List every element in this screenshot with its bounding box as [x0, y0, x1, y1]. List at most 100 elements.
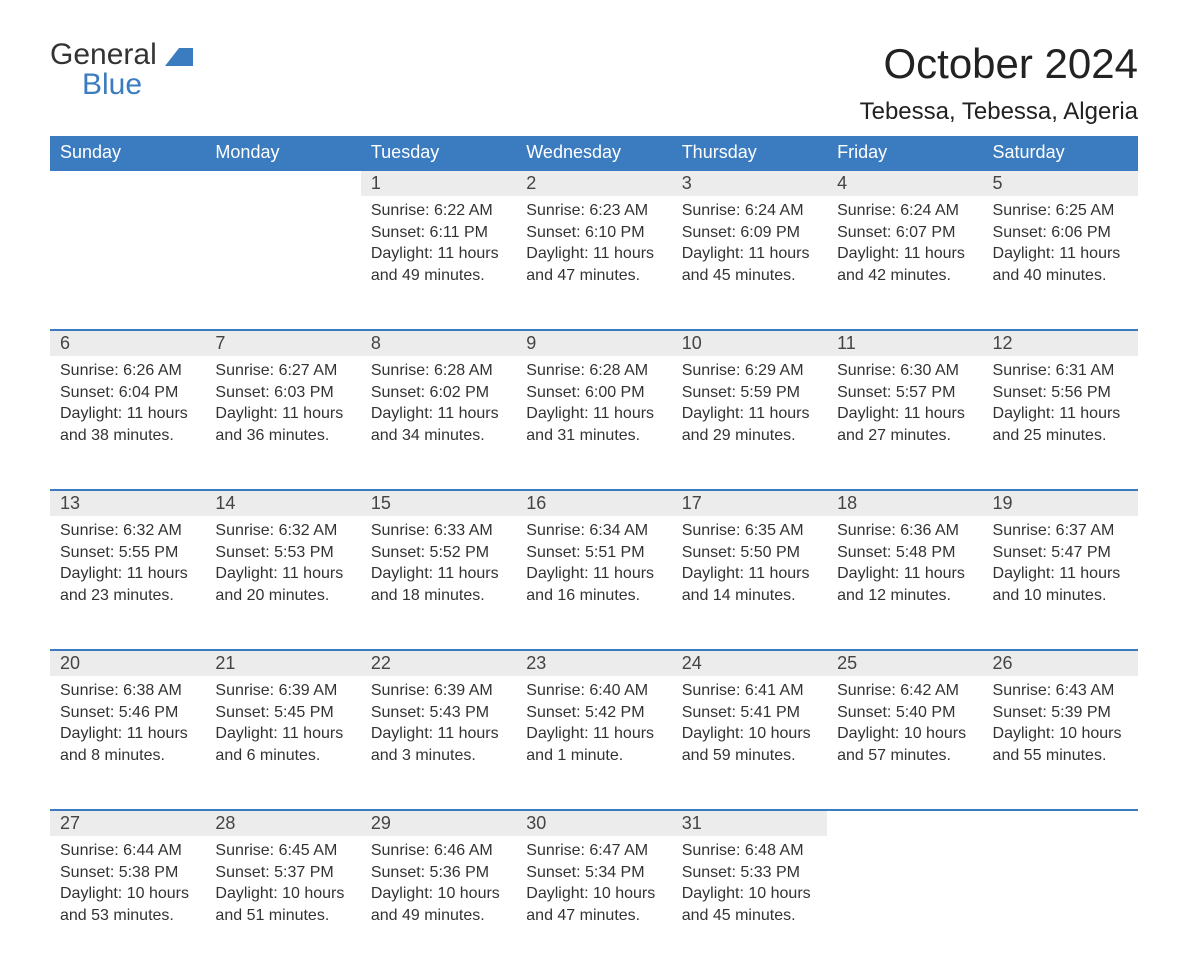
day-number-cell: 6: [50, 330, 205, 356]
sunset-line: Sunset: 5:33 PM: [682, 862, 817, 884]
day-header: Tuesday: [361, 136, 516, 170]
week-daynum-row: 12345: [50, 170, 1138, 196]
day-number-cell: 15: [361, 490, 516, 516]
day-number-cell: 31: [672, 810, 827, 836]
title-block: October 2024 Tebessa, Tebessa, Algeria: [860, 40, 1138, 126]
day-number-cell: 19: [983, 490, 1138, 516]
sunrise-line: Sunrise: 6:28 AM: [371, 360, 506, 382]
day-content-cell: Sunrise: 6:44 AMSunset: 5:38 PMDaylight:…: [50, 836, 205, 970]
day-content-cell: [827, 836, 982, 970]
sunrise-line: Sunrise: 6:32 AM: [215, 520, 350, 542]
day-number-cell: 7: [205, 330, 360, 356]
sunset-line: Sunset: 5:56 PM: [993, 382, 1128, 404]
daylight-line: Daylight: 11 hours and 47 minutes.: [526, 243, 661, 286]
day-content-cell: Sunrise: 6:36 AMSunset: 5:48 PMDaylight:…: [827, 516, 982, 650]
sunrise-line: Sunrise: 6:29 AM: [682, 360, 817, 382]
sunset-line: Sunset: 6:10 PM: [526, 222, 661, 244]
daylight-line: Daylight: 11 hours and 25 minutes.: [993, 403, 1128, 446]
logo-text: General Blue: [50, 40, 193, 100]
sunrise-line: Sunrise: 6:47 AM: [526, 840, 661, 862]
day-content-cell: Sunrise: 6:29 AMSunset: 5:59 PMDaylight:…: [672, 356, 827, 490]
daylight-line: Daylight: 11 hours and 34 minutes.: [371, 403, 506, 446]
sunrise-line: Sunrise: 6:42 AM: [837, 680, 972, 702]
sunrise-line: Sunrise: 6:37 AM: [993, 520, 1128, 542]
sunrise-line: Sunrise: 6:39 AM: [371, 680, 506, 702]
sunset-line: Sunset: 5:53 PM: [215, 542, 350, 564]
day-content-cell: Sunrise: 6:26 AMSunset: 6:04 PMDaylight:…: [50, 356, 205, 490]
daylight-line: Daylight: 11 hours and 23 minutes.: [60, 563, 195, 606]
day-content-cell: Sunrise: 6:37 AMSunset: 5:47 PMDaylight:…: [983, 516, 1138, 650]
day-number-cell: [827, 810, 982, 836]
day-content-cell: Sunrise: 6:27 AMSunset: 6:03 PMDaylight:…: [205, 356, 360, 490]
day-content-cell: Sunrise: 6:39 AMSunset: 5:45 PMDaylight:…: [205, 676, 360, 810]
daylight-line: Daylight: 11 hours and 10 minutes.: [993, 563, 1128, 606]
week-content-row: Sunrise: 6:22 AMSunset: 6:11 PMDaylight:…: [50, 196, 1138, 330]
sunrise-line: Sunrise: 6:38 AM: [60, 680, 195, 702]
sunrise-line: Sunrise: 6:46 AM: [371, 840, 506, 862]
day-number-cell: 23: [516, 650, 671, 676]
sunset-line: Sunset: 6:11 PM: [371, 222, 506, 244]
sunrise-line: Sunrise: 6:33 AM: [371, 520, 506, 542]
sunrise-line: Sunrise: 6:30 AM: [837, 360, 972, 382]
sunrise-line: Sunrise: 6:44 AM: [60, 840, 195, 862]
day-header: Monday: [205, 136, 360, 170]
daylight-line: Daylight: 11 hours and 1 minute.: [526, 723, 661, 766]
sunset-line: Sunset: 5:45 PM: [215, 702, 350, 724]
day-number-cell: 18: [827, 490, 982, 516]
daylight-line: Daylight: 11 hours and 38 minutes.: [60, 403, 195, 446]
sunset-line: Sunset: 5:47 PM: [993, 542, 1128, 564]
day-header: Thursday: [672, 136, 827, 170]
sunrise-line: Sunrise: 6:26 AM: [60, 360, 195, 382]
day-number-cell: 28: [205, 810, 360, 836]
sunset-line: Sunset: 5:42 PM: [526, 702, 661, 724]
daylight-line: Daylight: 10 hours and 47 minutes.: [526, 883, 661, 926]
sunset-line: Sunset: 5:37 PM: [215, 862, 350, 884]
day-content-cell: Sunrise: 6:40 AMSunset: 5:42 PMDaylight:…: [516, 676, 671, 810]
sunset-line: Sunset: 5:52 PM: [371, 542, 506, 564]
logo-word-2: Blue: [82, 70, 193, 100]
day-content-cell: Sunrise: 6:25 AMSunset: 6:06 PMDaylight:…: [983, 196, 1138, 330]
logo-word-1: General: [50, 38, 157, 71]
sunrise-line: Sunrise: 6:23 AM: [526, 200, 661, 222]
daylight-line: Daylight: 10 hours and 59 minutes.: [682, 723, 817, 766]
sunrise-line: Sunrise: 6:40 AM: [526, 680, 661, 702]
logo-flag-icon: [165, 44, 193, 74]
sunset-line: Sunset: 5:40 PM: [837, 702, 972, 724]
day-content-cell: Sunrise: 6:23 AMSunset: 6:10 PMDaylight:…: [516, 196, 671, 330]
day-number-cell: 26: [983, 650, 1138, 676]
day-number-cell: 29: [361, 810, 516, 836]
sunset-line: Sunset: 5:48 PM: [837, 542, 972, 564]
week-content-row: Sunrise: 6:44 AMSunset: 5:38 PMDaylight:…: [50, 836, 1138, 970]
week-content-row: Sunrise: 6:38 AMSunset: 5:46 PMDaylight:…: [50, 676, 1138, 810]
daylight-line: Daylight: 11 hours and 3 minutes.: [371, 723, 506, 766]
sunrise-line: Sunrise: 6:39 AM: [215, 680, 350, 702]
daylight-line: Daylight: 11 hours and 49 minutes.: [371, 243, 506, 286]
day-number-cell: 13: [50, 490, 205, 516]
day-number-cell: 1: [361, 170, 516, 196]
daylight-line: Daylight: 11 hours and 31 minutes.: [526, 403, 661, 446]
sunrise-line: Sunrise: 6:35 AM: [682, 520, 817, 542]
week-content-row: Sunrise: 6:26 AMSunset: 6:04 PMDaylight:…: [50, 356, 1138, 490]
day-header-row: SundayMondayTuesdayWednesdayThursdayFrid…: [50, 136, 1138, 170]
sunrise-line: Sunrise: 6:32 AM: [60, 520, 195, 542]
day-content-cell: Sunrise: 6:30 AMSunset: 5:57 PMDaylight:…: [827, 356, 982, 490]
day-content-cell: Sunrise: 6:38 AMSunset: 5:46 PMDaylight:…: [50, 676, 205, 810]
daylight-line: Daylight: 10 hours and 57 minutes.: [837, 723, 972, 766]
day-content-cell: Sunrise: 6:24 AMSunset: 6:09 PMDaylight:…: [672, 196, 827, 330]
day-number-cell: 14: [205, 490, 360, 516]
sunrise-line: Sunrise: 6:45 AM: [215, 840, 350, 862]
sunrise-line: Sunrise: 6:48 AM: [682, 840, 817, 862]
daylight-line: Daylight: 10 hours and 55 minutes.: [993, 723, 1128, 766]
day-content-cell: [50, 196, 205, 330]
sunset-line: Sunset: 5:39 PM: [993, 702, 1128, 724]
day-number-cell: 5: [983, 170, 1138, 196]
day-content-cell: Sunrise: 6:39 AMSunset: 5:43 PMDaylight:…: [361, 676, 516, 810]
day-content-cell: Sunrise: 6:46 AMSunset: 5:36 PMDaylight:…: [361, 836, 516, 970]
day-number-cell: 22: [361, 650, 516, 676]
day-number-cell: 10: [672, 330, 827, 356]
sunrise-line: Sunrise: 6:27 AM: [215, 360, 350, 382]
day-header: Saturday: [983, 136, 1138, 170]
day-content-cell: Sunrise: 6:32 AMSunset: 5:53 PMDaylight:…: [205, 516, 360, 650]
daylight-line: Daylight: 11 hours and 42 minutes.: [837, 243, 972, 286]
sunrise-line: Sunrise: 6:28 AM: [526, 360, 661, 382]
